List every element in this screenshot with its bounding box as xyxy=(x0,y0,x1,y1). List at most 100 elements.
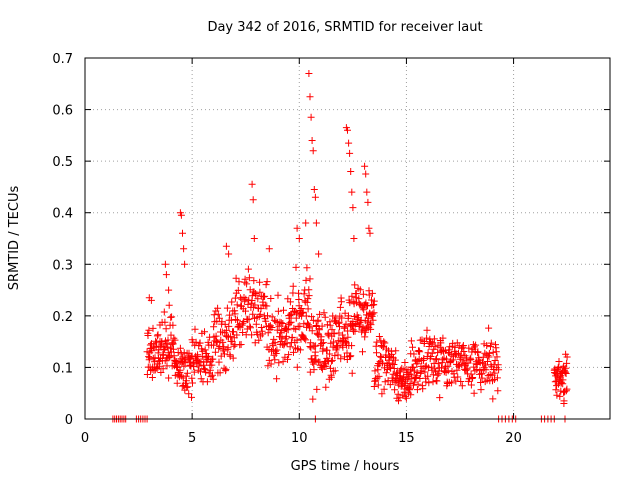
data-point xyxy=(270,335,278,343)
data-point xyxy=(340,334,348,342)
data-point xyxy=(229,354,237,362)
data-point xyxy=(222,365,230,373)
data-point xyxy=(421,363,429,371)
data-point xyxy=(170,345,177,353)
data-point xyxy=(327,373,335,381)
data-point xyxy=(232,274,240,282)
data-point xyxy=(157,369,165,376)
x-tick-label: 15 xyxy=(398,431,415,446)
data-point xyxy=(407,391,415,399)
data-point xyxy=(271,339,279,347)
y-tick-label: 0.7 xyxy=(52,52,73,67)
data-point xyxy=(486,371,494,378)
data-point xyxy=(256,288,264,296)
data-point xyxy=(286,343,294,351)
data-point xyxy=(209,375,217,383)
data-point xyxy=(165,286,173,294)
data-point xyxy=(355,323,363,330)
data-point xyxy=(286,319,294,327)
data-point xyxy=(210,311,218,319)
data-point xyxy=(345,312,352,320)
data-point xyxy=(287,318,295,326)
data-point xyxy=(225,250,233,258)
data-point xyxy=(200,365,208,373)
data-point xyxy=(552,386,560,394)
data-point xyxy=(163,340,171,348)
data-point xyxy=(370,301,378,309)
data-point xyxy=(373,374,381,382)
data-point xyxy=(251,339,259,347)
data-point xyxy=(256,310,264,318)
data-point xyxy=(277,319,285,327)
data-point xyxy=(263,278,271,286)
data-point xyxy=(457,351,465,359)
data-point xyxy=(427,353,435,360)
data-point xyxy=(431,342,439,350)
data-point xyxy=(242,295,250,303)
data-point xyxy=(219,338,227,346)
data-point xyxy=(254,295,262,303)
data-point xyxy=(323,346,331,354)
data-point xyxy=(334,351,342,359)
data-point xyxy=(485,324,493,332)
data-point xyxy=(238,321,246,329)
data-point xyxy=(264,312,271,320)
data-point xyxy=(300,320,308,328)
data-point xyxy=(471,343,478,351)
data-point xyxy=(472,341,480,349)
data-point xyxy=(297,305,305,312)
data-point xyxy=(196,339,204,347)
data-point xyxy=(255,336,263,344)
data-point xyxy=(214,310,222,318)
data-point xyxy=(430,345,438,353)
data-point xyxy=(483,342,491,349)
data-point xyxy=(443,355,450,363)
data-point xyxy=(487,343,494,351)
data-point xyxy=(344,327,352,335)
data-point xyxy=(349,204,357,212)
data-point xyxy=(330,338,338,346)
data-point xyxy=(183,383,191,391)
data-point xyxy=(439,334,447,342)
data-point xyxy=(430,335,438,343)
data-point xyxy=(267,295,275,302)
data-point xyxy=(377,352,384,360)
data-point xyxy=(470,389,478,397)
data-point xyxy=(493,374,501,382)
data-point xyxy=(209,371,216,379)
data-points xyxy=(109,70,571,423)
data-point xyxy=(407,370,415,378)
data-point xyxy=(215,358,223,366)
data-point xyxy=(424,372,432,380)
data-point xyxy=(211,348,219,356)
data-point xyxy=(331,367,339,375)
data-point xyxy=(264,329,272,337)
y-tick-label: 0.1 xyxy=(52,361,73,376)
data-point xyxy=(162,271,170,279)
data-point xyxy=(346,149,354,157)
data-point xyxy=(158,338,166,345)
data-point xyxy=(215,344,223,352)
data-point xyxy=(174,349,182,356)
data-point xyxy=(477,386,485,394)
data-point xyxy=(250,277,258,285)
data-point xyxy=(339,331,347,339)
data-point xyxy=(237,341,245,348)
data-point xyxy=(326,350,334,358)
data-point xyxy=(379,359,387,367)
data-point xyxy=(351,281,359,289)
data-point xyxy=(409,343,416,351)
data-point xyxy=(276,318,284,326)
data-point xyxy=(434,349,442,357)
data-point xyxy=(308,137,316,144)
data-point xyxy=(242,307,249,315)
data-point xyxy=(395,397,402,405)
data-point xyxy=(188,374,196,382)
data-point xyxy=(221,350,228,358)
data-point xyxy=(300,335,308,343)
data-point xyxy=(185,390,193,398)
data-point xyxy=(304,305,312,313)
data-point xyxy=(553,391,561,399)
data-point xyxy=(170,352,178,360)
